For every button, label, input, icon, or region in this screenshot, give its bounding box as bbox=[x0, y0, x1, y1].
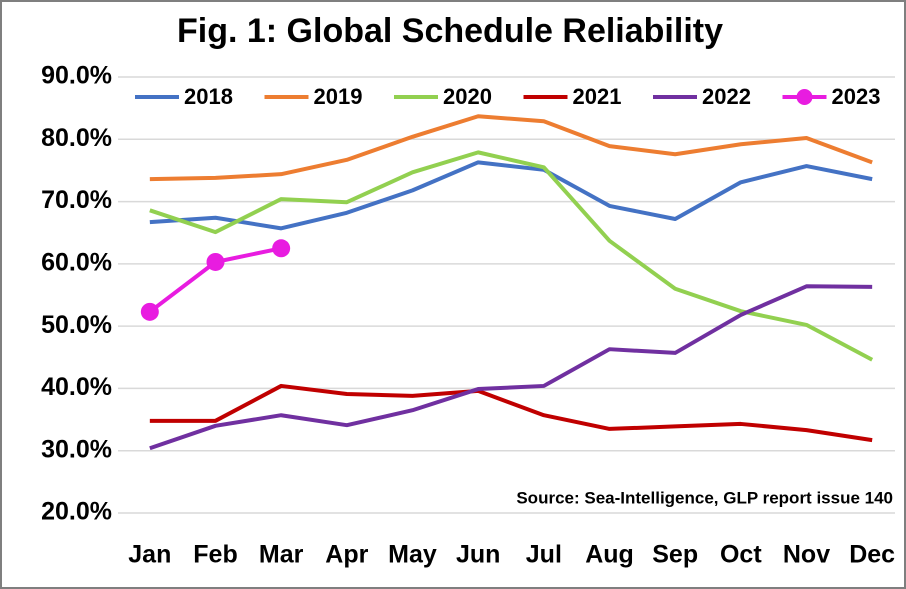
legend-label: 2023 bbox=[832, 84, 881, 109]
x-tick-label: Jan bbox=[128, 541, 171, 569]
x-tick-label: Nov bbox=[783, 541, 830, 569]
series-marker bbox=[140, 302, 159, 321]
legend-label: 2022 bbox=[702, 84, 751, 109]
x-tick-label: Jul bbox=[526, 541, 562, 569]
x-tick-label: Aug bbox=[585, 541, 634, 569]
legend-label: 2021 bbox=[573, 84, 622, 109]
y-tick-label: 80.0% bbox=[41, 124, 112, 152]
series-line bbox=[149, 160, 873, 231]
y-tick-label: 90.0% bbox=[41, 62, 112, 90]
x-tick-label: Sep bbox=[652, 541, 698, 569]
x-tick-label: Apr bbox=[325, 541, 368, 569]
y-tick-label: 30.0% bbox=[41, 435, 112, 463]
y-tick-label: 40.0% bbox=[41, 373, 112, 401]
source-note: Source: Sea-Intelligence, GLP report iss… bbox=[516, 488, 893, 507]
series-line bbox=[149, 114, 873, 182]
series-marker bbox=[272, 239, 291, 258]
y-tick-label: 50.0% bbox=[41, 311, 112, 339]
series-marker bbox=[206, 252, 225, 271]
x-tick-label: Oct bbox=[720, 541, 762, 569]
x-tick-label: May bbox=[388, 541, 437, 569]
y-tick-label: 70.0% bbox=[41, 186, 112, 214]
legend-label: 2019 bbox=[314, 84, 363, 109]
x-tick-label: Jun bbox=[456, 541, 500, 569]
series-line bbox=[149, 284, 873, 451]
y-tick-label: 20.0% bbox=[41, 498, 112, 526]
legend-marker bbox=[796, 89, 813, 105]
legend-label: 2018 bbox=[184, 84, 233, 109]
x-tick-label: Dec bbox=[849, 541, 895, 569]
series-line bbox=[149, 150, 874, 362]
y-tick-label: 60.0% bbox=[41, 248, 112, 276]
series-line bbox=[149, 383, 873, 443]
chart-title: Fig. 1: Global Schedule Reliability bbox=[177, 12, 723, 50]
x-tick-label: Feb bbox=[193, 541, 237, 569]
legend-label: 2020 bbox=[443, 84, 492, 109]
x-tick-label: Mar bbox=[259, 541, 304, 569]
